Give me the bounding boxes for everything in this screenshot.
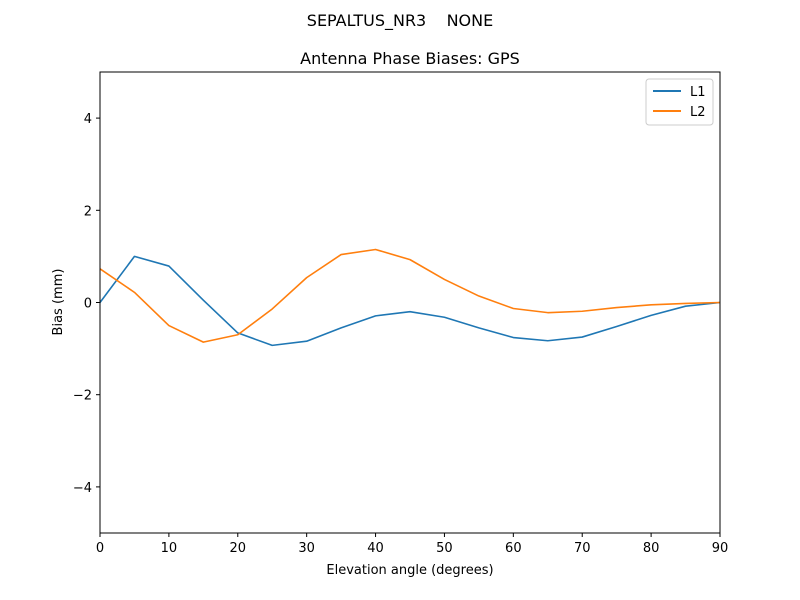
y-tick-label: 4 (84, 112, 92, 127)
suptitle: SEPALTUS_NR3 NONE (307, 11, 493, 31)
series-line-l1 (99, 255, 721, 347)
x-tick-label: 0 (96, 541, 104, 556)
y-tick-label: −4 (73, 481, 92, 496)
x-tick-label: 60 (505, 541, 522, 556)
x-tick-label: 80 (643, 541, 660, 556)
legend-label-l2: L2 (690, 105, 706, 120)
chart-title: Antenna Phase Biases: GPS (300, 49, 520, 68)
series-line-l2 (99, 248, 721, 343)
y-tick-label: 2 (84, 204, 92, 219)
y-tick-label: −2 (73, 389, 92, 404)
x-axis-label: Elevation angle (degrees) (326, 563, 493, 578)
x-tick-label: 50 (436, 541, 453, 556)
axes-frame (99, 71, 721, 534)
plot-area: 0 10 20 30 40 50 60 70 80 90 −4 −2 0 2 4 (73, 112, 728, 556)
y-axis-label: Bias (mm) (51, 269, 66, 336)
x-tick-label: 10 (161, 541, 178, 556)
x-tick-label: 30 (298, 541, 315, 556)
legend-label-l1: L1 (690, 85, 706, 100)
x-tick-label: 40 (367, 541, 384, 556)
x-tick-label: 70 (574, 541, 591, 556)
x-tick-label: 20 (230, 541, 247, 556)
y-tick-label: 0 (84, 297, 92, 312)
legend: L1 L2 (645, 78, 714, 126)
x-tick-label: 90 (712, 541, 729, 556)
